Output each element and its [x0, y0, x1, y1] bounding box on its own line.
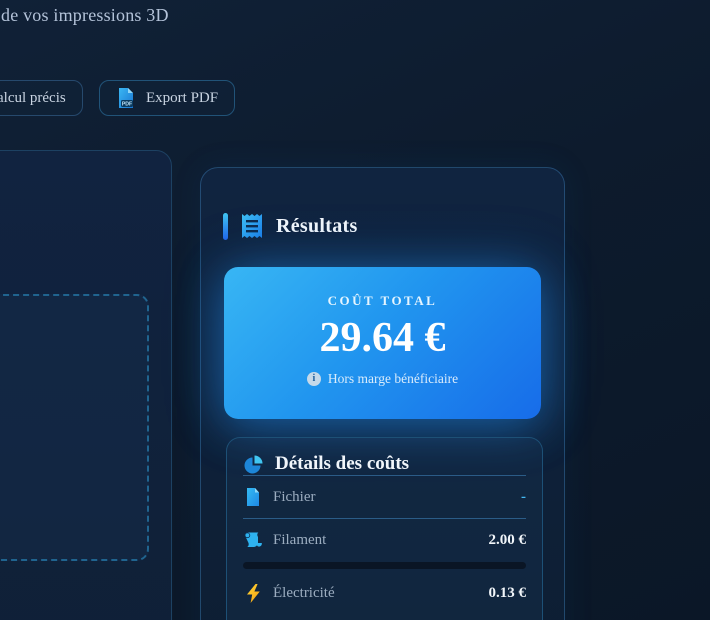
- divider: [243, 475, 526, 476]
- precise-calc-label: Calcul précis: [0, 89, 66, 106]
- details-header: Détails des coûts: [243, 438, 526, 474]
- accent-bar: [223, 212, 228, 240]
- page-subtitle: de vos impressions 3D: [1, 5, 169, 25]
- cost-row-electricity: Électricité 0.13 €: [243, 572, 526, 614]
- cost-row-filament: Filament 2.00 €: [243, 519, 526, 561]
- bolt-icon: [243, 583, 263, 603]
- results-header: Résultats: [223, 212, 564, 240]
- cost-row-label: Électricité: [273, 584, 335, 601]
- total-note-text: Hors marge bénéficiaire: [327, 371, 459, 387]
- input-panel: [0, 150, 172, 620]
- pie-chart-icon: [243, 454, 264, 475]
- info-icon: i: [306, 372, 321, 387]
- scroll-icon: [243, 531, 263, 549]
- results-panel: Résultats COÛT TOTAL 29.64 € i Hors marg…: [200, 167, 565, 620]
- cost-row-label: Fichier: [273, 488, 316, 505]
- cost-row-value: 0.13 €: [488, 584, 527, 601]
- svg-text:PDF: PDF: [122, 101, 132, 107]
- total-cost-note: i Hors marge bénéficiaire: [224, 371, 541, 387]
- cost-row-value: -: [521, 488, 526, 505]
- details-title: Détails des coûts: [275, 453, 410, 474]
- export-pdf-button[interactable]: PDF Export PDF: [99, 80, 236, 116]
- receipt-icon: [240, 212, 264, 240]
- total-cost-label: COÛT TOTAL: [327, 293, 438, 308]
- total-cost-card: COÛT TOTAL 29.64 € i Hors marge bénéfici…: [224, 267, 541, 419]
- cost-row-value: 2.00 €: [488, 531, 527, 548]
- cost-row-file: Fichier -: [243, 476, 526, 518]
- export-pdf-label: Export PDF: [146, 89, 219, 106]
- cost-details-box: Détails des coûts Fichier -: [226, 437, 543, 620]
- filament-progress-track: [243, 562, 526, 569]
- pdf-file-icon: PDF: [116, 87, 136, 109]
- cost-row-label: Filament: [273, 531, 327, 548]
- total-cost-value: 29.64 €: [319, 315, 446, 361]
- precise-calc-button[interactable]: Calcul précis: [0, 80, 83, 116]
- divider: [243, 518, 526, 519]
- results-title: Résultats: [276, 214, 358, 237]
- file-dropzone[interactable]: [0, 294, 149, 561]
- file-icon: [243, 488, 263, 506]
